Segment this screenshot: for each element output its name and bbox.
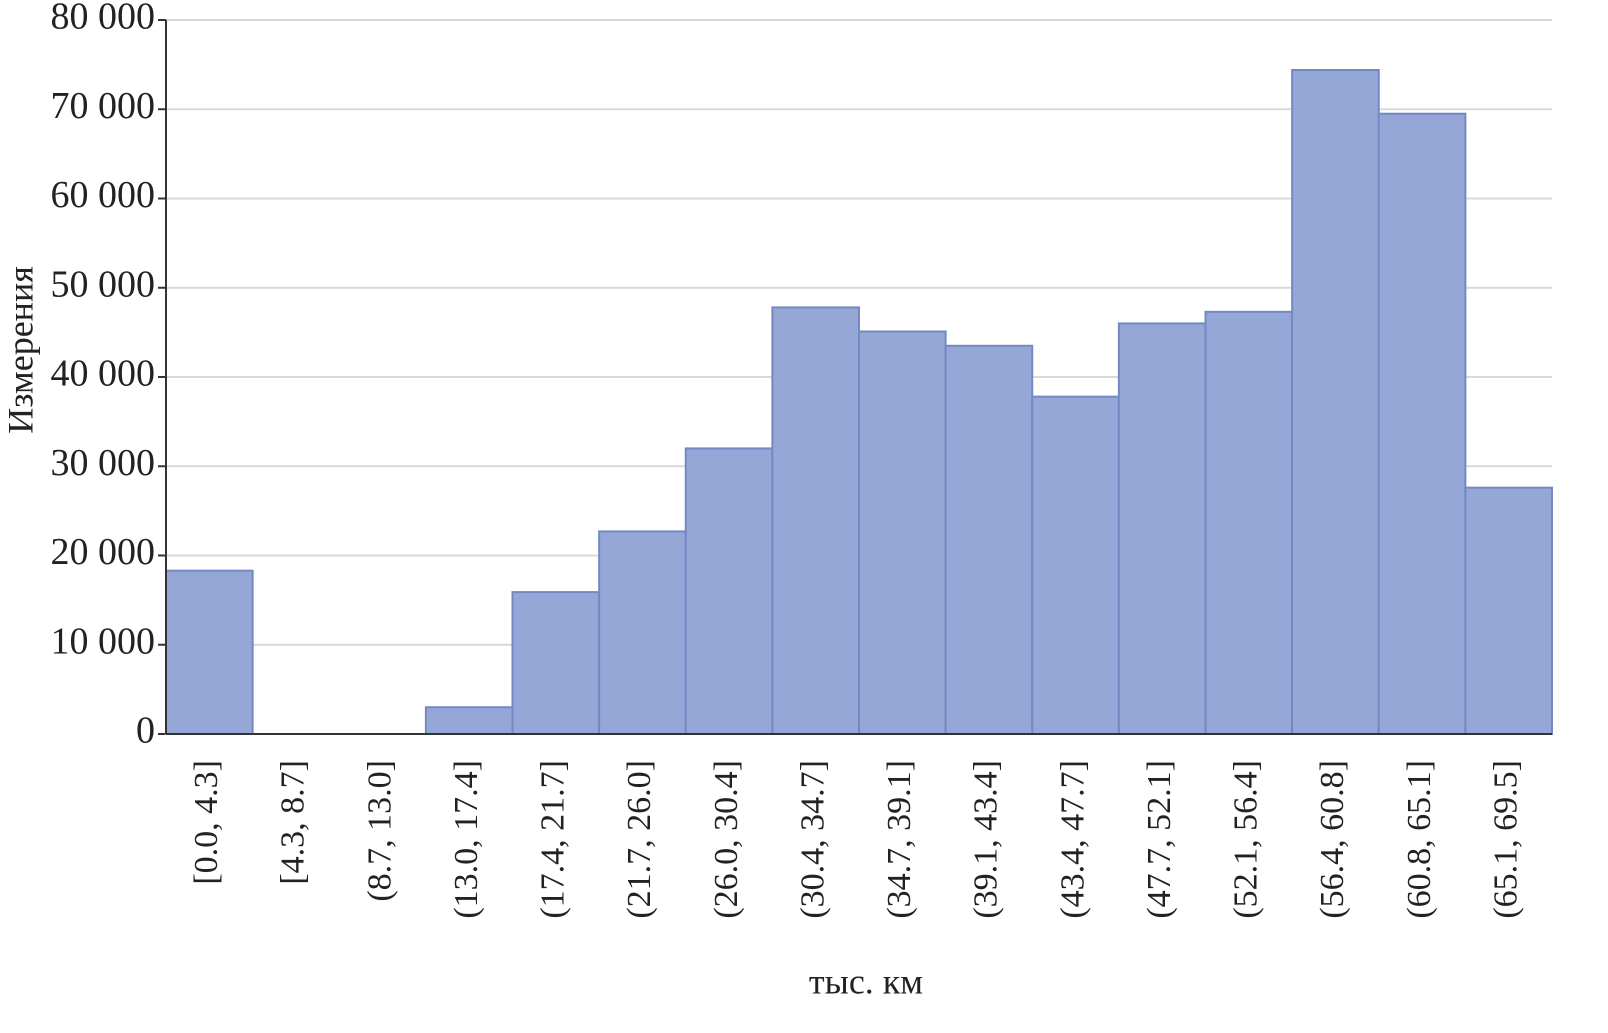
x-tick-label: [4.3, 8.7] <box>275 760 312 885</box>
y-tick-label: 0 <box>136 710 155 752</box>
bar <box>944 344 1034 735</box>
x-tick-label: (43.4, 47.7] <box>1054 760 1091 919</box>
x-tick-label: (52.1, 56.4] <box>1228 760 1265 919</box>
y-tick-label: 60 000 <box>51 174 156 216</box>
x-tick-label: (8.7, 13.0] <box>361 760 398 902</box>
bar <box>1464 486 1553 736</box>
bar <box>165 569 254 735</box>
x-tick-label: (39.1, 43.4] <box>968 760 1005 919</box>
y-tick-label: 10 000 <box>51 620 156 662</box>
x-tick-label: (17.4, 21.7] <box>535 760 572 919</box>
y-tick-label: 40 000 <box>51 353 156 395</box>
x-tick-label: (21.7, 26.0] <box>621 760 658 919</box>
bar <box>598 530 687 736</box>
bar <box>771 306 860 735</box>
bar <box>1031 395 1120 735</box>
y-tick-label: 30 000 <box>51 442 156 484</box>
x-axis-label: тыс. км <box>809 961 923 1001</box>
x-tick-label: (60.8, 65.1] <box>1401 760 1438 919</box>
bar <box>684 447 774 735</box>
x-tick-label: (65.1, 69.5] <box>1487 760 1524 919</box>
x-tick-label: (34.7, 39.1] <box>881 760 918 919</box>
x-tick-label: (26.0, 30.4] <box>708 760 745 919</box>
bar <box>858 330 947 735</box>
y-tick-label: 80 000 <box>51 0 156 38</box>
bar <box>1117 322 1207 735</box>
y-axis-label: Измерения <box>0 266 40 434</box>
y-tick-label: 50 000 <box>51 263 156 305</box>
x-tick-label: (47.7, 52.1] <box>1141 760 1178 919</box>
x-tick-label: [0.0, 4.3] <box>188 760 225 885</box>
bar <box>1291 68 1380 736</box>
x-tick-label: (30.4, 34.7] <box>794 760 831 919</box>
x-tick-label: (56.4, 60.8] <box>1314 760 1351 919</box>
y-tick-label: 70 000 <box>51 85 156 127</box>
bar <box>424 706 514 735</box>
bar <box>511 591 601 736</box>
y-tick-label: 20 000 <box>51 531 156 573</box>
x-tick-label: (13.0, 17.4] <box>448 760 485 919</box>
bar <box>1204 310 1294 735</box>
bar <box>1377 112 1467 735</box>
